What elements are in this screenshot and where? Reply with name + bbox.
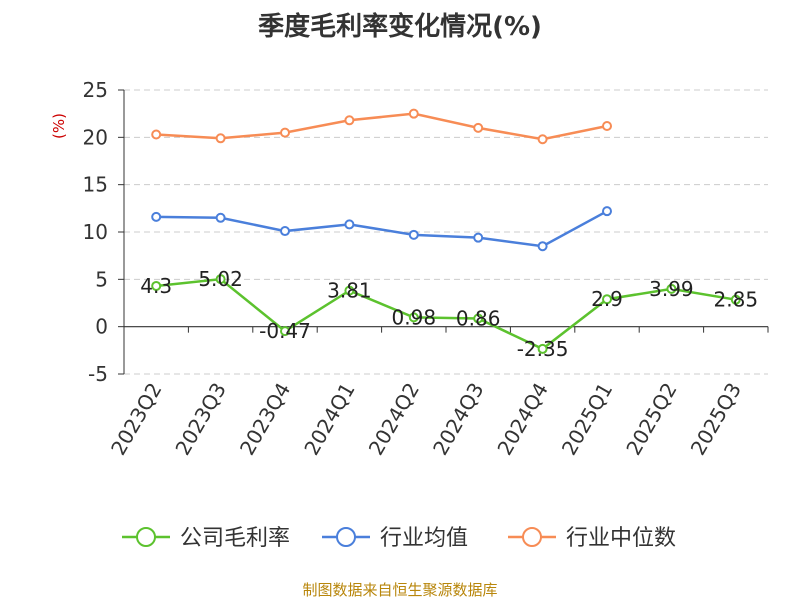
data-point (473, 122, 484, 133)
data-label: 4.3 (140, 274, 172, 298)
legend-label: 行业中位数 (566, 526, 676, 551)
data-point (151, 129, 162, 140)
grid (124, 89, 768, 375)
data-label: 0.98 (392, 305, 437, 329)
data-point (408, 108, 419, 119)
data-point (602, 120, 612, 131)
chart-title: 季度毛利率变化情况(%) (258, 12, 542, 42)
data-label: 0.86 (456, 307, 501, 331)
data-point (344, 285, 355, 296)
data-labels: 4.3 5.02 -0.47 3.81 0.98 0.86 -2.35 2.9 3.99 2.85 (140, 267, 758, 361)
x-tick-label: 2025Q3 (686, 379, 746, 460)
legend-swatch-marker (136, 527, 156, 547)
data-point (215, 274, 226, 285)
data-point (408, 229, 419, 240)
data-label: -2.35 (517, 337, 569, 361)
y-axis: 25 20 15 10 5 0 -5 (83, 78, 125, 386)
data-point (280, 226, 290, 237)
legend-swatch-marker (522, 527, 542, 547)
data-point (151, 211, 162, 222)
data-point (730, 294, 741, 305)
data-point (537, 343, 548, 354)
y-tick-label: 10 (83, 220, 108, 244)
legend-label: 行业均值 (380, 526, 468, 551)
x-tick-label: 2023Q3 (170, 379, 230, 460)
data-label: 2.9 (591, 287, 623, 311)
data-point (215, 212, 226, 223)
data-label: 3.99 (649, 277, 694, 301)
y-axis-label: (%) (50, 113, 68, 139)
series-line-2 (156, 112, 608, 141)
data-point (215, 133, 226, 144)
x-tick-label: 2024Q1 (299, 379, 359, 460)
data-point (344, 115, 355, 126)
x-tick-label: 2024Q3 (428, 379, 488, 460)
y-tick-label: 15 (83, 173, 108, 197)
legend-swatch-marker (336, 527, 356, 547)
y-tick-label: 25 (83, 78, 108, 102)
data-point (602, 294, 612, 305)
x-tick-label: 2023Q4 (235, 379, 295, 460)
x-tick-label: 2025Q2 (621, 379, 681, 460)
source-note: 制图数据来自恒生聚源数据库 (302, 581, 498, 599)
x-axis: 2023Q2 2023Q3 2023Q4 2024Q1 2024Q2 2024Q3 2024… (106, 326, 769, 460)
y-tick-label: 5 (95, 267, 108, 291)
data-point (280, 326, 290, 337)
data-point (344, 219, 355, 230)
data-label: 5.02 (198, 267, 243, 291)
data-label: -0.47 (259, 319, 311, 343)
data-point (602, 206, 612, 217)
data-point (408, 312, 419, 323)
data-point (473, 313, 484, 324)
x-tick-label: 2024Q4 (492, 379, 552, 460)
data-point (537, 134, 548, 145)
data-point (280, 127, 290, 138)
data-point (666, 283, 677, 294)
x-tick-label: 2024Q2 (364, 379, 424, 460)
y-tick-label: 0 (95, 315, 108, 339)
x-tick-label: 2025Q1 (557, 379, 617, 460)
data-label: 3.81 (327, 279, 372, 303)
data-point (151, 280, 162, 291)
x-tick-label: 2023Q2 (106, 379, 166, 460)
legend: 公司毛利率 行业均值 行业中位数 (122, 526, 676, 551)
y-tick-label: -5 (88, 362, 108, 386)
y-tick-label: 20 (83, 125, 108, 149)
data-point (537, 241, 548, 252)
series-line-1 (156, 210, 608, 248)
data-point (473, 232, 484, 243)
legend-label: 公司毛利率 (180, 526, 290, 551)
series-layer (151, 108, 741, 354)
series-line-0 (156, 277, 737, 351)
data-label: 2.85 (714, 288, 759, 312)
